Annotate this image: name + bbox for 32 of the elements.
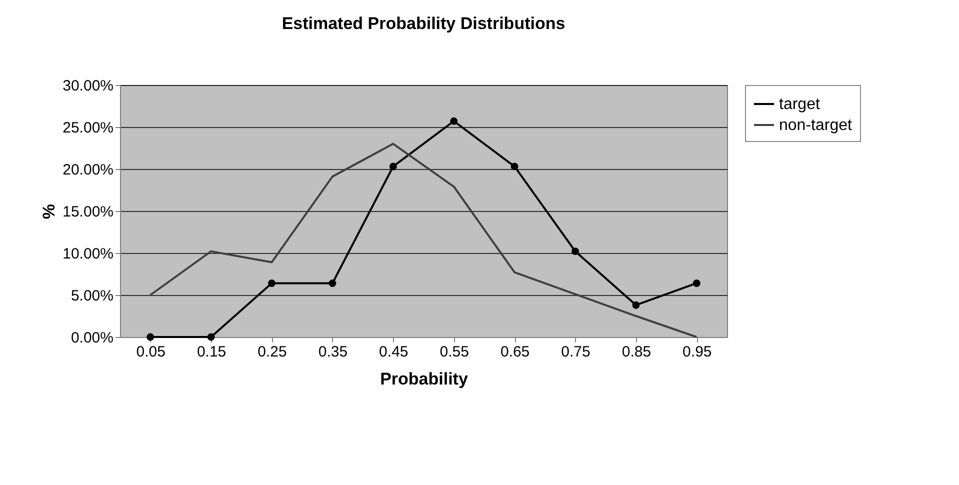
legend-label: non-target [779, 117, 852, 134]
point [268, 280, 276, 287]
y-tick-label: 25.00% [62, 120, 114, 136]
y-axis-title: % [40, 204, 59, 220]
y-tick-label: 0.00% [70, 330, 114, 346]
x-tick-label: 0.25 [258, 344, 287, 360]
legend-label: target [779, 96, 820, 113]
point [146, 333, 154, 341]
point [450, 117, 458, 125]
chart-title: Estimated Probability Distributions [282, 14, 566, 33]
x-tick-label: 0.95 [682, 344, 712, 360]
x-tick-label: 0.15 [196, 344, 226, 360]
point [572, 248, 579, 256]
x-tick-label: 0.05 [136, 344, 166, 360]
x-tick-label: 0.75 [561, 344, 590, 360]
y-tick-label: 30.00% [62, 78, 114, 94]
y-tick-label: 10.00% [62, 246, 114, 262]
point [207, 333, 215, 341]
point [632, 301, 640, 309]
y-tick-label: 15.00% [62, 204, 114, 220]
point [328, 280, 336, 287]
point [510, 162, 518, 170]
y-tick-label: 20.00% [62, 162, 114, 178]
x-tick-label: 0.45 [379, 344, 408, 360]
x-axis-title: Probability [380, 370, 468, 388]
x-tick-label: 0.35 [318, 344, 348, 360]
point [692, 280, 700, 287]
y-tick-label: 5.00% [70, 288, 114, 304]
x-tick-label: 0.65 [500, 344, 530, 360]
point [389, 162, 397, 170]
x-tick-label: 0.55 [440, 344, 469, 360]
x-tick-label: 0.85 [622, 344, 652, 360]
